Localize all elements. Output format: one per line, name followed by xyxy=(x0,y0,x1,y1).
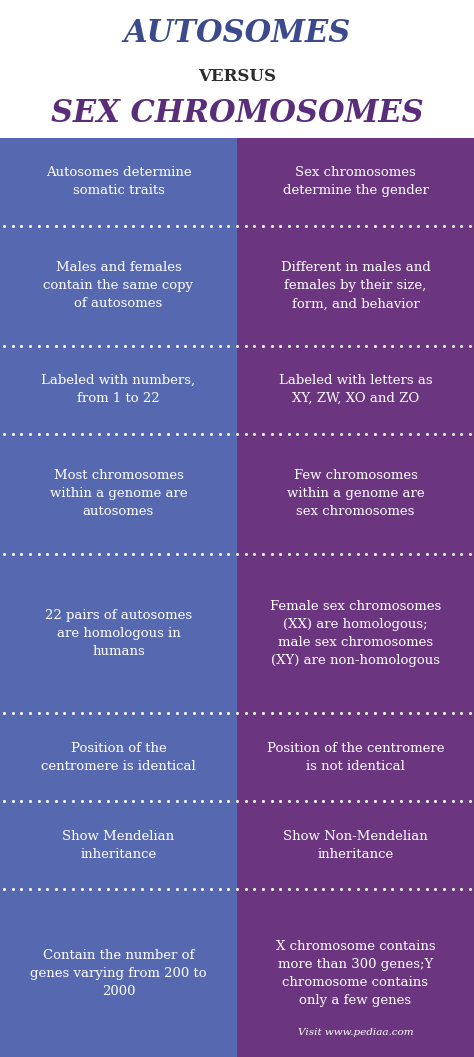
Bar xyxy=(237,713,474,801)
Text: Visit www.pediaa.com: Visit www.pediaa.com xyxy=(298,1027,413,1037)
Bar xyxy=(237,554,474,713)
Text: Position of the centromere
is not identical: Position of the centromere is not identi… xyxy=(267,742,444,773)
Text: Labeled with numbers,
from 1 to 22: Labeled with numbers, from 1 to 22 xyxy=(41,374,196,405)
Bar xyxy=(0,346,237,433)
Text: VERSUS: VERSUS xyxy=(198,68,276,85)
Text: Labeled with letters as
XY, ZW, XO and ZO: Labeled with letters as XY, ZW, XO and Z… xyxy=(279,374,432,405)
Bar xyxy=(0,713,237,801)
Bar xyxy=(237,889,474,1057)
Text: 22 pairs of autosomes
are homologous in
humans: 22 pairs of autosomes are homologous in … xyxy=(45,609,192,657)
Bar xyxy=(0,801,237,889)
Bar xyxy=(237,433,474,554)
Text: Show Mendelian
inheritance: Show Mendelian inheritance xyxy=(63,830,174,860)
Text: AUTOSOMES: AUTOSOMES xyxy=(123,18,351,49)
Text: X chromosome contains
more than 300 genes;Y
chromosome contains
only a few genes: X chromosome contains more than 300 gene… xyxy=(276,940,435,1006)
Bar xyxy=(237,801,474,889)
Bar xyxy=(0,226,237,346)
Text: SEX CHROMOSOMES: SEX CHROMOSOMES xyxy=(51,98,423,129)
Bar xyxy=(237,138,474,226)
Text: Show Non-Mendelian
inheritance: Show Non-Mendelian inheritance xyxy=(283,830,428,860)
Text: Autosomes determine
somatic traits: Autosomes determine somatic traits xyxy=(46,166,191,198)
Bar xyxy=(0,554,237,713)
Text: Males and females
contain the same copy
of autosomes: Males and females contain the same copy … xyxy=(44,261,193,311)
Bar xyxy=(0,889,237,1057)
Text: Female sex chromosomes
(XX) are homologous;
male sex chromosomes
(XY) are non-ho: Female sex chromosomes (XX) are homologo… xyxy=(270,600,441,667)
Bar xyxy=(0,433,237,554)
Text: Few chromosomes
within a genome are
sex chromosomes: Few chromosomes within a genome are sex … xyxy=(287,469,424,518)
Text: Contain the number of
genes varying from 200 to
2000: Contain the number of genes varying from… xyxy=(30,948,207,998)
Bar xyxy=(237,346,474,433)
Bar xyxy=(0,138,237,226)
Text: Most chromosomes
within a genome are
autosomes: Most chromosomes within a genome are aut… xyxy=(50,469,187,518)
Text: Position of the
centromere is identical: Position of the centromere is identical xyxy=(41,742,196,773)
Text: Different in males and
females by their size,
form, and behavior: Different in males and females by their … xyxy=(281,261,430,311)
Bar xyxy=(237,226,474,346)
Text: Sex chromosomes
determine the gender: Sex chromosomes determine the gender xyxy=(283,166,428,198)
